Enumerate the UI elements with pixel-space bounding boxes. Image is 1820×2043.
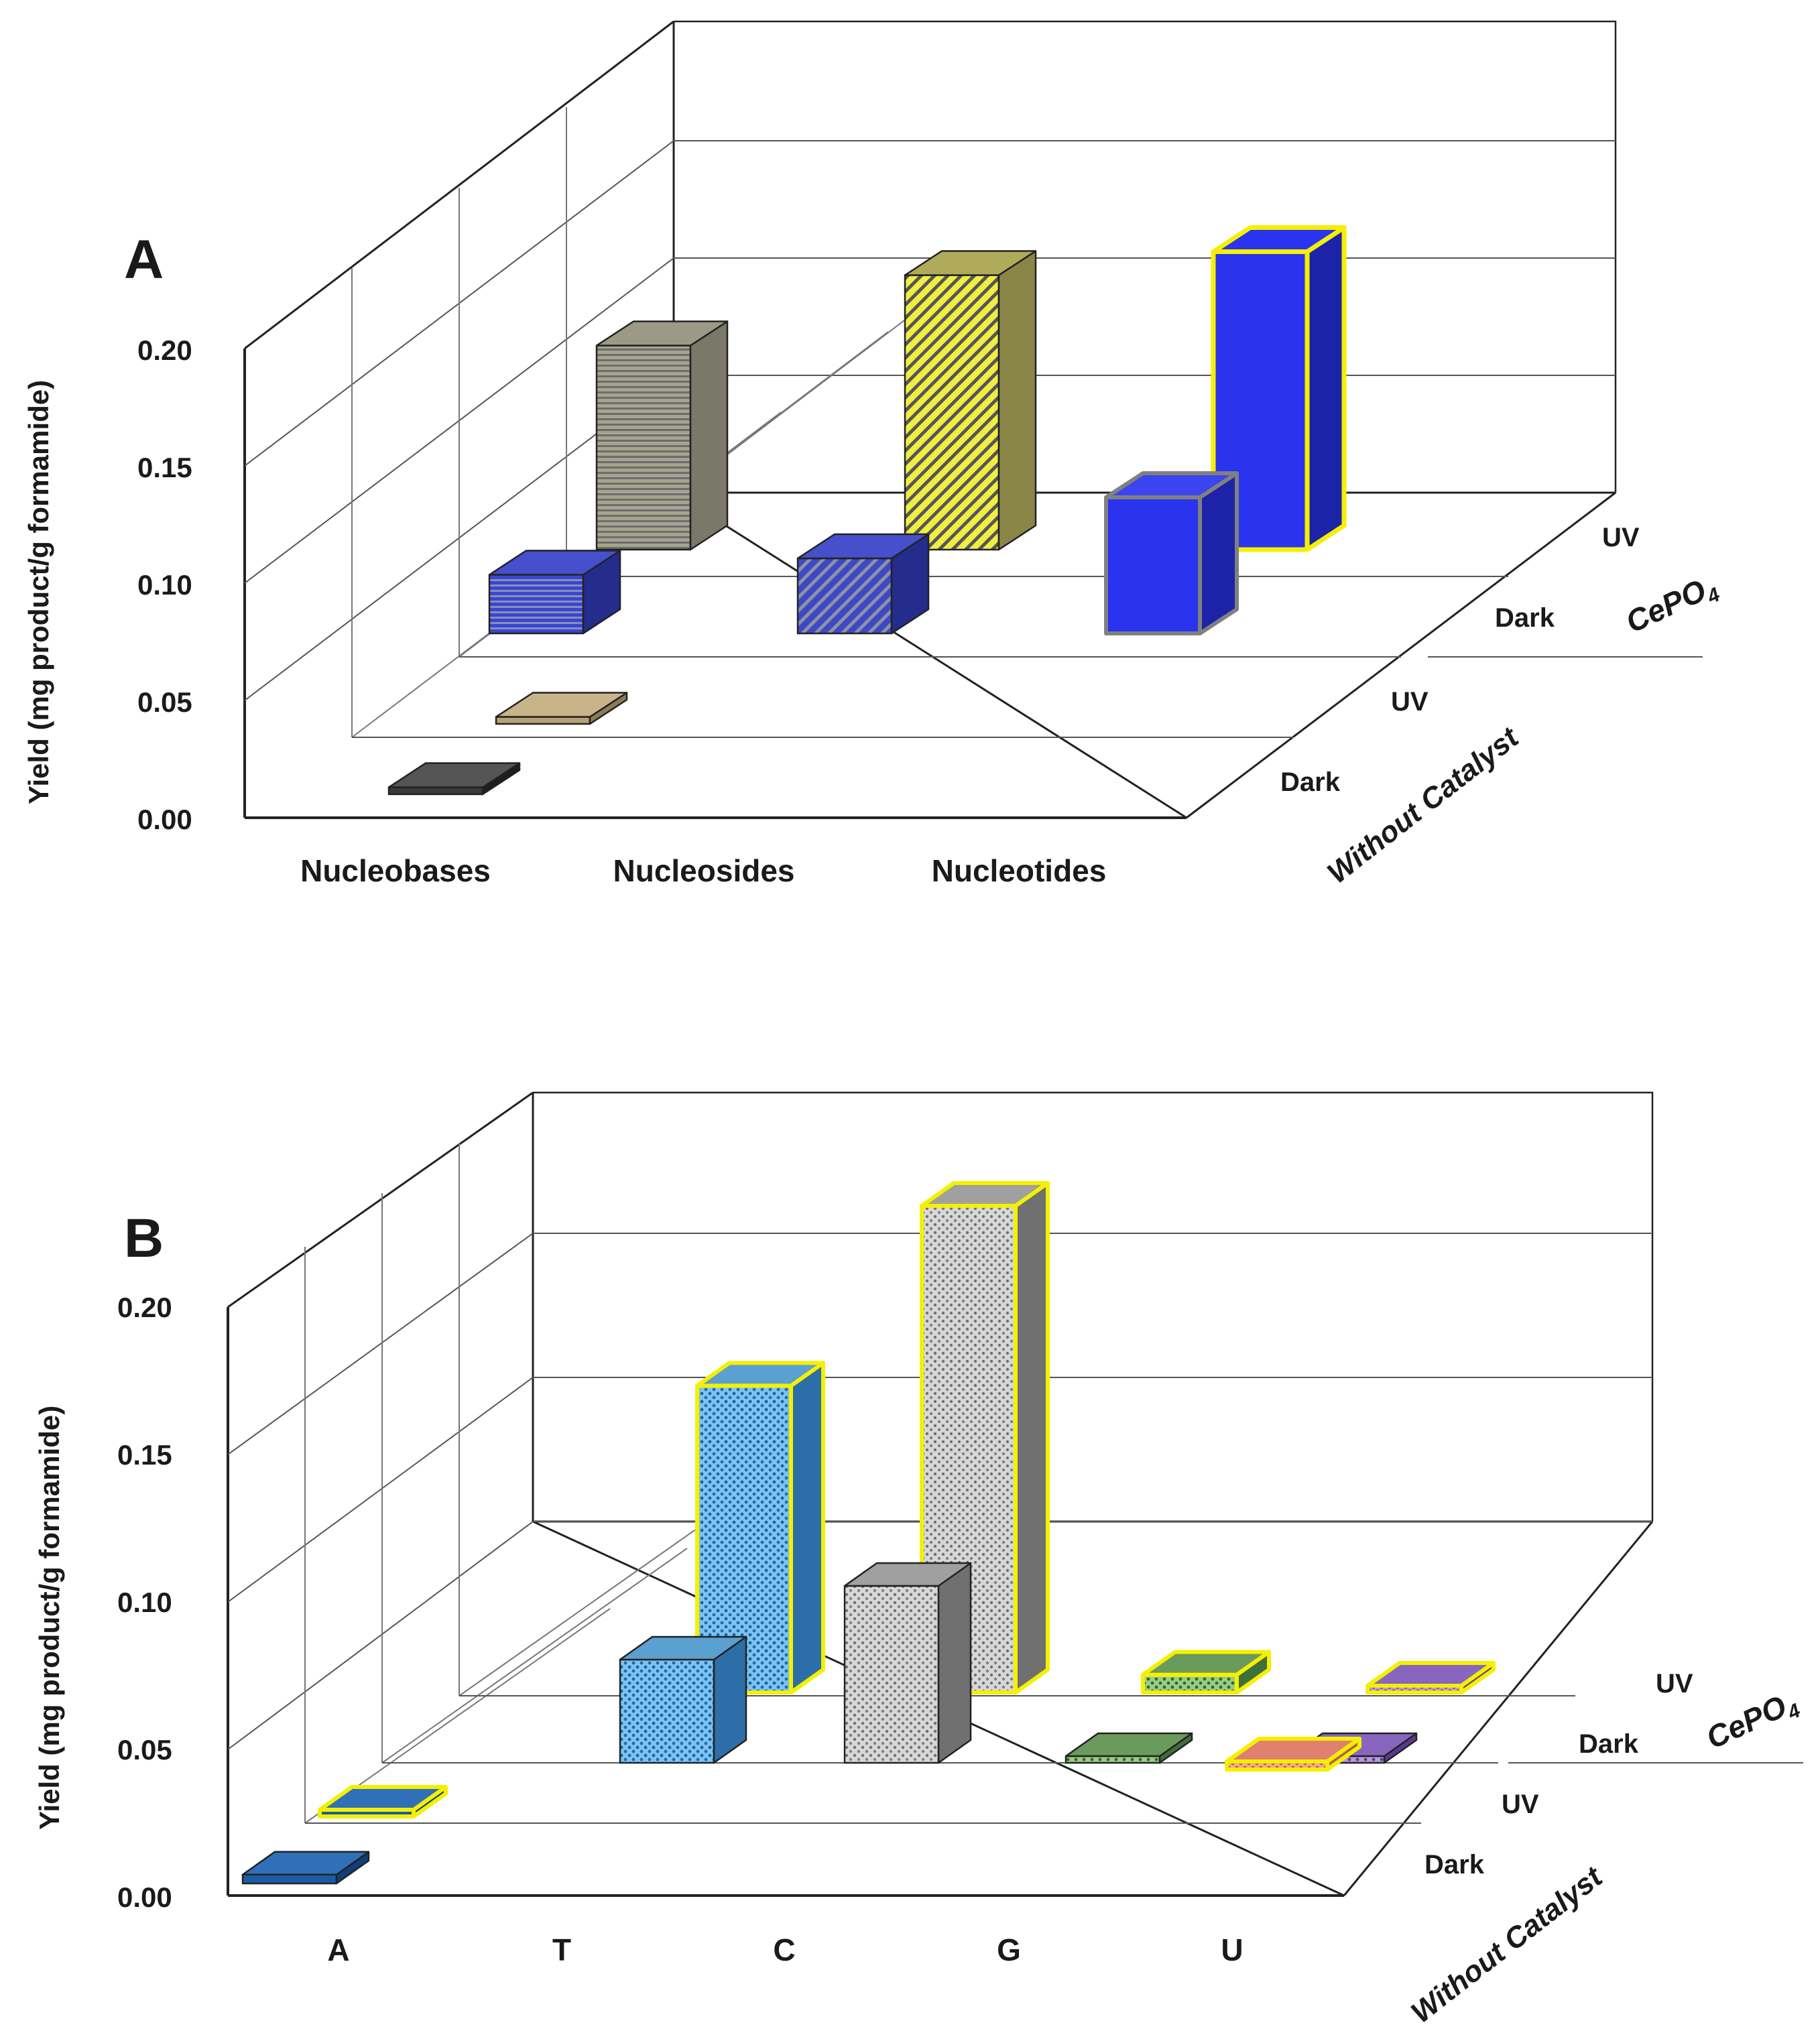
panel-b-bar — [843, 1562, 972, 1764]
panel-a-ytick: 0.00 — [137, 804, 192, 835]
panel-a-bar — [904, 250, 1037, 551]
panel-b-category-label: T — [552, 1932, 571, 1967]
panel-b-bar — [318, 1785, 448, 1818]
panel-b-category-label: G — [997, 1932, 1021, 1967]
panel-b-group-label-cepo4: CePO4 — [1701, 1684, 1804, 1760]
panel-a-letter: A — [124, 229, 164, 290]
panel-b-ytick: 0.20 — [117, 1292, 172, 1323]
panel-b-ytick: 0.00 — [117, 1881, 172, 1913]
panel-a-xticks: Nucleobases Nucleosides Nucleotides — [300, 853, 1106, 888]
panel-a-ytick: 0.10 — [137, 569, 192, 601]
panel-b-row-label: UV — [1502, 1790, 1539, 1819]
panel-a-category-label: Nucleobases — [300, 853, 491, 888]
panel-a: A — [23, 20, 1723, 890]
panel-b-row-label: Dark — [1579, 1729, 1639, 1759]
panel-a-ytick: 0.15 — [137, 452, 192, 483]
panel-b-bar — [695, 1361, 825, 1694]
panel-a-row-label: UV — [1602, 523, 1640, 552]
panel-a-bar — [387, 762, 521, 796]
panel-a-row-label: UV — [1391, 687, 1429, 717]
panel-b-ylabel: Yield (mg product/g formamide) — [34, 1406, 65, 1830]
panel-a-bar — [595, 320, 729, 551]
panel-b-ytick: 0.10 — [117, 1587, 172, 1618]
panel-a-bar — [495, 692, 628, 725]
panel-b-yticks: 0.00 0.05 0.10 0.15 0.20 — [117, 1292, 172, 1913]
panel-a-ytick: 0.05 — [137, 686, 192, 718]
panel-b-depth-labels: Dark UV Dark UV Without Catalyst CePO4 — [1405, 1669, 1804, 2030]
panel-a-yticks: 0.00 0.05 0.10 0.15 0.20 — [137, 334, 192, 835]
panel-b-letter: B — [124, 1208, 164, 1269]
panel-a-group-label-cepo4: CePO4 — [1620, 568, 1723, 644]
panel-a-bar — [488, 550, 621, 635]
panel-b-bar — [1225, 1737, 1361, 1772]
panel-b-category-label: U — [1221, 1932, 1243, 1967]
panel-b: B — [34, 1091, 1804, 2030]
panel-b-group-label-without: Without Catalyst — [1405, 1859, 1610, 2030]
panel-a-bars — [387, 225, 1347, 796]
panel-b-bar — [1065, 1732, 1193, 1764]
panel-a-bar — [1104, 471, 1239, 635]
panel-a-row-label: Dark — [1495, 603, 1555, 633]
panel-a-ytick: 0.20 — [137, 334, 192, 366]
panel-a-ylabel: Yield (mg product/g formamide) — [23, 380, 54, 804]
panel-b-bar — [1366, 1661, 1496, 1694]
panel-b-category-label: C — [773, 1932, 795, 1967]
panel-b-bars — [241, 1181, 1496, 1885]
panel-b-row-label: UV — [1656, 1669, 1693, 1698]
panel-a-category-label: Nucleotides — [932, 853, 1107, 888]
panel-b-bar — [241, 1851, 370, 1885]
panel-b-bar — [619, 1635, 747, 1764]
panel-a-category-label: Nucleosides — [613, 853, 795, 888]
panel-a-group-label-without: Without Catalyst — [1321, 720, 1526, 890]
panel-b-xticks: A T C G U — [327, 1932, 1243, 1967]
panel-b-row-label: Dark — [1424, 1850, 1485, 1879]
panel-b-category-label: A — [327, 1932, 349, 1967]
panel-b-bar — [1141, 1650, 1271, 1694]
panel-b-ytick: 0.15 — [117, 1439, 172, 1471]
panel-a-row-label: Dark — [1280, 767, 1341, 797]
panel-b-ytick: 0.05 — [117, 1734, 172, 1766]
panel-a-bar — [796, 533, 930, 635]
